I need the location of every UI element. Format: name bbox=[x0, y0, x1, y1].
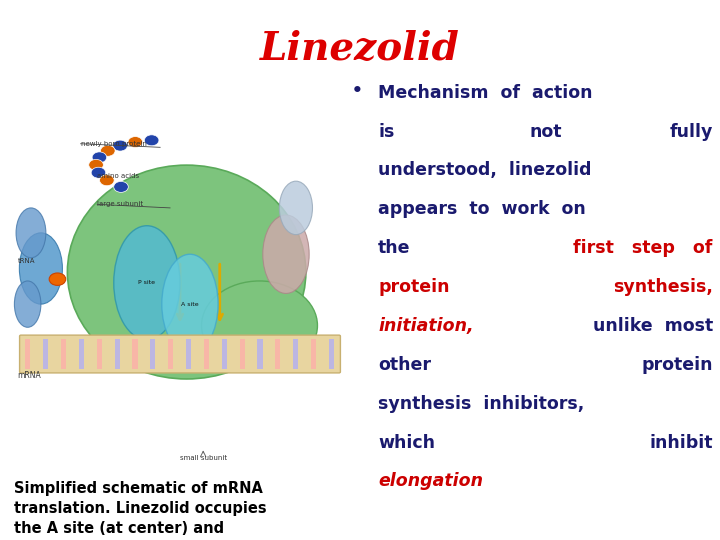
Bar bbox=[222, 339, 227, 369]
Text: small subunit: small subunit bbox=[179, 455, 227, 461]
Text: •: • bbox=[351, 81, 364, 101]
Text: appears  to  work  on: appears to work on bbox=[378, 200, 586, 218]
Text: the: the bbox=[378, 239, 410, 257]
Text: first   step   of: first step of bbox=[573, 239, 713, 257]
Bar bbox=[168, 339, 174, 369]
Bar bbox=[258, 339, 263, 369]
Text: amino acids: amino acids bbox=[97, 173, 140, 179]
Text: fully: fully bbox=[670, 123, 713, 140]
Bar bbox=[79, 339, 84, 369]
Text: newly born protein: newly born protein bbox=[81, 141, 146, 147]
Text: mRNA: mRNA bbox=[18, 371, 42, 380]
Text: A site: A site bbox=[181, 302, 199, 307]
Bar bbox=[114, 339, 120, 369]
Bar bbox=[311, 339, 316, 369]
Text: unlike  most: unlike most bbox=[593, 317, 713, 335]
Text: not: not bbox=[529, 123, 562, 140]
Bar bbox=[186, 339, 191, 369]
Bar bbox=[61, 339, 66, 369]
Circle shape bbox=[89, 159, 104, 170]
Bar bbox=[240, 339, 245, 369]
Ellipse shape bbox=[162, 254, 218, 354]
Text: inhibit: inhibit bbox=[649, 434, 713, 451]
FancyBboxPatch shape bbox=[19, 335, 341, 373]
Ellipse shape bbox=[68, 165, 306, 379]
Text: understood,  linezolid: understood, linezolid bbox=[378, 161, 592, 179]
Bar bbox=[43, 339, 48, 369]
Bar bbox=[293, 339, 298, 369]
Ellipse shape bbox=[14, 281, 41, 327]
Text: elongation: elongation bbox=[378, 472, 483, 490]
Bar bbox=[25, 339, 30, 369]
Circle shape bbox=[114, 181, 128, 192]
Text: synthesis  inhibitors,: synthesis inhibitors, bbox=[378, 395, 584, 413]
Circle shape bbox=[128, 137, 143, 147]
Bar bbox=[329, 339, 334, 369]
Text: which: which bbox=[378, 434, 435, 451]
Text: protein: protein bbox=[378, 278, 449, 296]
Text: protein: protein bbox=[642, 356, 713, 374]
Circle shape bbox=[92, 152, 107, 163]
Ellipse shape bbox=[279, 181, 312, 234]
Text: is: is bbox=[378, 123, 395, 140]
Text: tRNA: tRNA bbox=[18, 258, 35, 265]
Text: large subunit: large subunit bbox=[97, 201, 143, 207]
Bar bbox=[275, 339, 280, 369]
Ellipse shape bbox=[202, 281, 318, 370]
Ellipse shape bbox=[19, 233, 63, 304]
Text: other: other bbox=[378, 356, 431, 374]
Circle shape bbox=[101, 145, 115, 156]
Bar bbox=[96, 339, 102, 369]
Text: P site: P site bbox=[138, 280, 156, 285]
Text: Mechanism  of  action: Mechanism of action bbox=[378, 84, 593, 102]
Text: Simplified schematic of mRNA
translation. Linezolid occupies
the A site (at cent: Simplified schematic of mRNA translation… bbox=[14, 481, 267, 540]
Ellipse shape bbox=[263, 215, 309, 293]
Ellipse shape bbox=[114, 226, 180, 340]
Bar bbox=[132, 339, 138, 369]
Circle shape bbox=[99, 175, 114, 186]
Text: Linezolid: Linezolid bbox=[260, 30, 460, 68]
Bar bbox=[150, 339, 156, 369]
Circle shape bbox=[91, 167, 106, 178]
Text: synthesis,: synthesis, bbox=[613, 278, 713, 296]
Circle shape bbox=[49, 273, 66, 285]
Text: initiation,: initiation, bbox=[378, 317, 474, 335]
Circle shape bbox=[144, 135, 159, 146]
Bar bbox=[204, 339, 209, 369]
Circle shape bbox=[113, 140, 127, 151]
Ellipse shape bbox=[16, 208, 46, 258]
